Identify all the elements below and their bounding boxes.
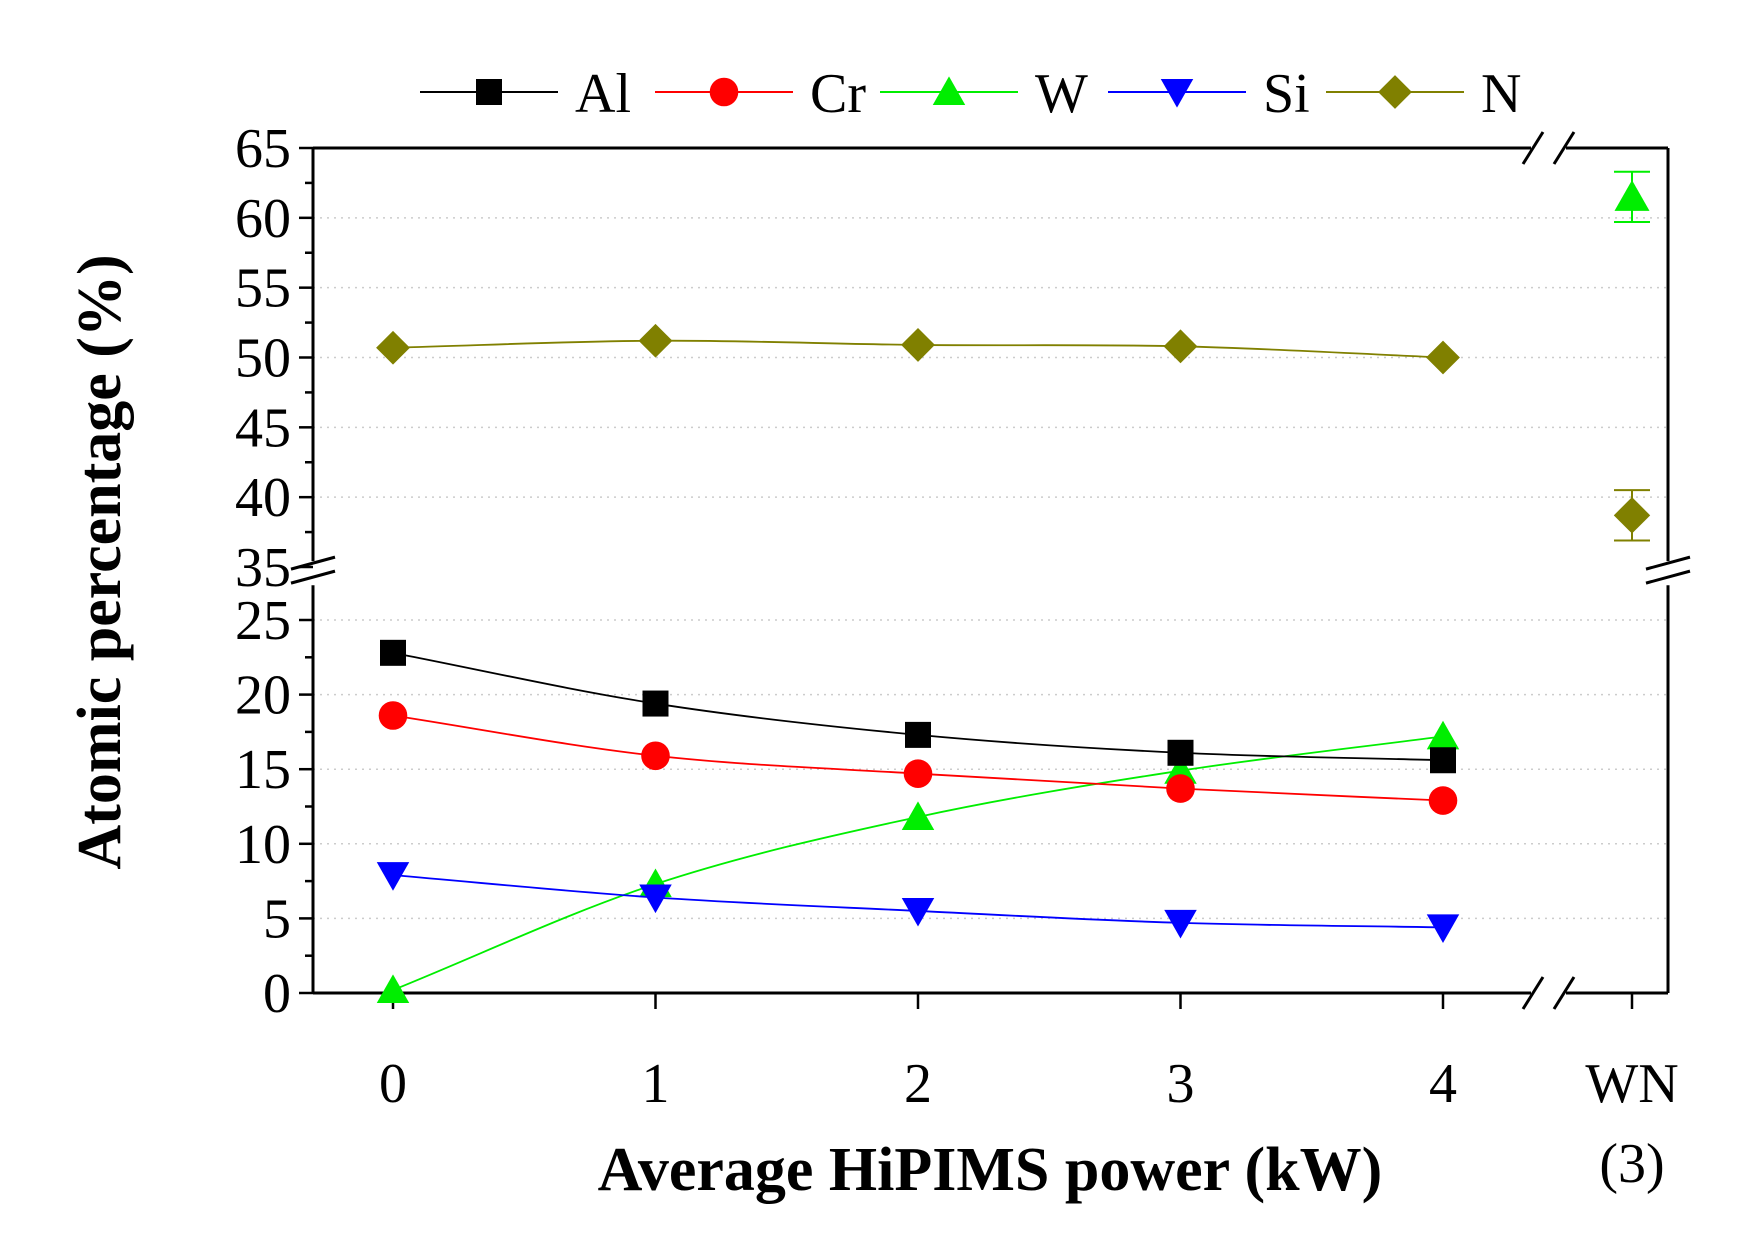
axis-break-mark xyxy=(1521,131,1545,165)
series-n xyxy=(376,323,1651,542)
data-point-n xyxy=(1426,340,1460,375)
series-cr xyxy=(378,701,1458,815)
legend-label: Cr xyxy=(810,63,866,125)
series-al xyxy=(380,639,1456,774)
grid-lines xyxy=(313,217,1668,920)
legend-label: W xyxy=(1035,63,1088,125)
reference-point-w xyxy=(1614,180,1650,211)
y-tick-label: 60 xyxy=(235,188,291,250)
data-point-n xyxy=(376,330,410,365)
legend-label: Si xyxy=(1263,63,1310,125)
data-point-si xyxy=(1426,914,1460,943)
data-point-al xyxy=(1167,739,1194,766)
data-point-cr xyxy=(378,701,408,730)
x-axis-title: Average HiPIMS power (kW) xyxy=(598,1136,1383,1204)
legend: Al Cr W Si N xyxy=(420,63,1521,125)
legend-marker-w xyxy=(932,76,966,105)
data-point-al xyxy=(642,690,669,717)
y-tick-label: 45 xyxy=(235,397,291,459)
axis-break-mark xyxy=(290,569,336,585)
x-tick-label-reference-sub: (3) xyxy=(1599,1133,1664,1195)
series-si xyxy=(376,862,1460,943)
data-point-si xyxy=(1164,909,1197,939)
data-point-si xyxy=(376,862,410,891)
x-tick-label: 1 xyxy=(642,1053,670,1115)
x-tick-label: 0 xyxy=(379,1053,407,1115)
y-tick-label: 55 xyxy=(235,258,291,320)
data-point-w xyxy=(1426,720,1460,750)
x-tick-label-reference: WN xyxy=(1585,1053,1678,1115)
data-point-si xyxy=(901,897,935,927)
reference-point-n xyxy=(1613,497,1651,534)
legend-item-al: Al xyxy=(420,63,631,125)
data-point-w xyxy=(376,974,410,1004)
y-tick-label: 35 xyxy=(235,537,291,599)
y-tick-label: 25 xyxy=(235,590,291,652)
x-tick-label: 2 xyxy=(904,1053,932,1115)
legend-marker-cr xyxy=(709,77,739,107)
data-point-cr xyxy=(1166,774,1195,803)
legend-marker-si xyxy=(1160,79,1194,108)
legend-marker-n xyxy=(1378,75,1412,109)
axis-break-mark xyxy=(1521,976,1545,1010)
y-tick-label: 50 xyxy=(235,328,291,390)
data-point-cr xyxy=(903,759,933,788)
x-tick-label: 4 xyxy=(1429,1053,1457,1115)
y-axis-title: Atomic percentage (%) xyxy=(66,254,134,869)
series-w xyxy=(376,170,1650,1004)
data-point-al xyxy=(1430,747,1456,774)
legend-item-w: W xyxy=(880,63,1088,125)
axis-break-mark xyxy=(1645,569,1691,585)
data-point-n xyxy=(901,328,935,362)
legend-label: Al xyxy=(575,63,631,125)
y-tick-label: 10 xyxy=(235,814,291,876)
data-point-w xyxy=(901,801,935,830)
y-tick-label: 15 xyxy=(235,739,291,801)
legend-label: N xyxy=(1481,63,1521,125)
data-point-n xyxy=(638,323,673,358)
data-point-al xyxy=(380,639,406,666)
series-layer xyxy=(376,170,1651,1004)
y-tick-label: 5 xyxy=(263,888,291,950)
data-point-w xyxy=(1164,755,1197,784)
x-tick-label: 3 xyxy=(1167,1053,1195,1115)
axis-break-mark xyxy=(1645,555,1691,571)
legend-item-n: N xyxy=(1326,63,1521,125)
data-point-cr xyxy=(1428,786,1458,815)
y-tick-label: 0 xyxy=(263,963,291,1025)
y-tick-label: 40 xyxy=(235,467,291,529)
axis-break-mark xyxy=(290,555,336,571)
legend-marker-al xyxy=(476,79,502,105)
data-point-n xyxy=(1163,329,1198,364)
data-point-cr xyxy=(641,741,670,771)
data-point-si xyxy=(639,884,672,914)
legend-item-cr: Cr xyxy=(655,63,866,125)
y-tick-label: 65 xyxy=(235,118,291,180)
y-tick-label: 20 xyxy=(235,665,291,727)
data-point-al xyxy=(905,721,931,748)
legend-item-si: Si xyxy=(1108,63,1310,125)
axis-break-mark xyxy=(1552,976,1576,1010)
axis-break-mark xyxy=(1552,131,1576,165)
